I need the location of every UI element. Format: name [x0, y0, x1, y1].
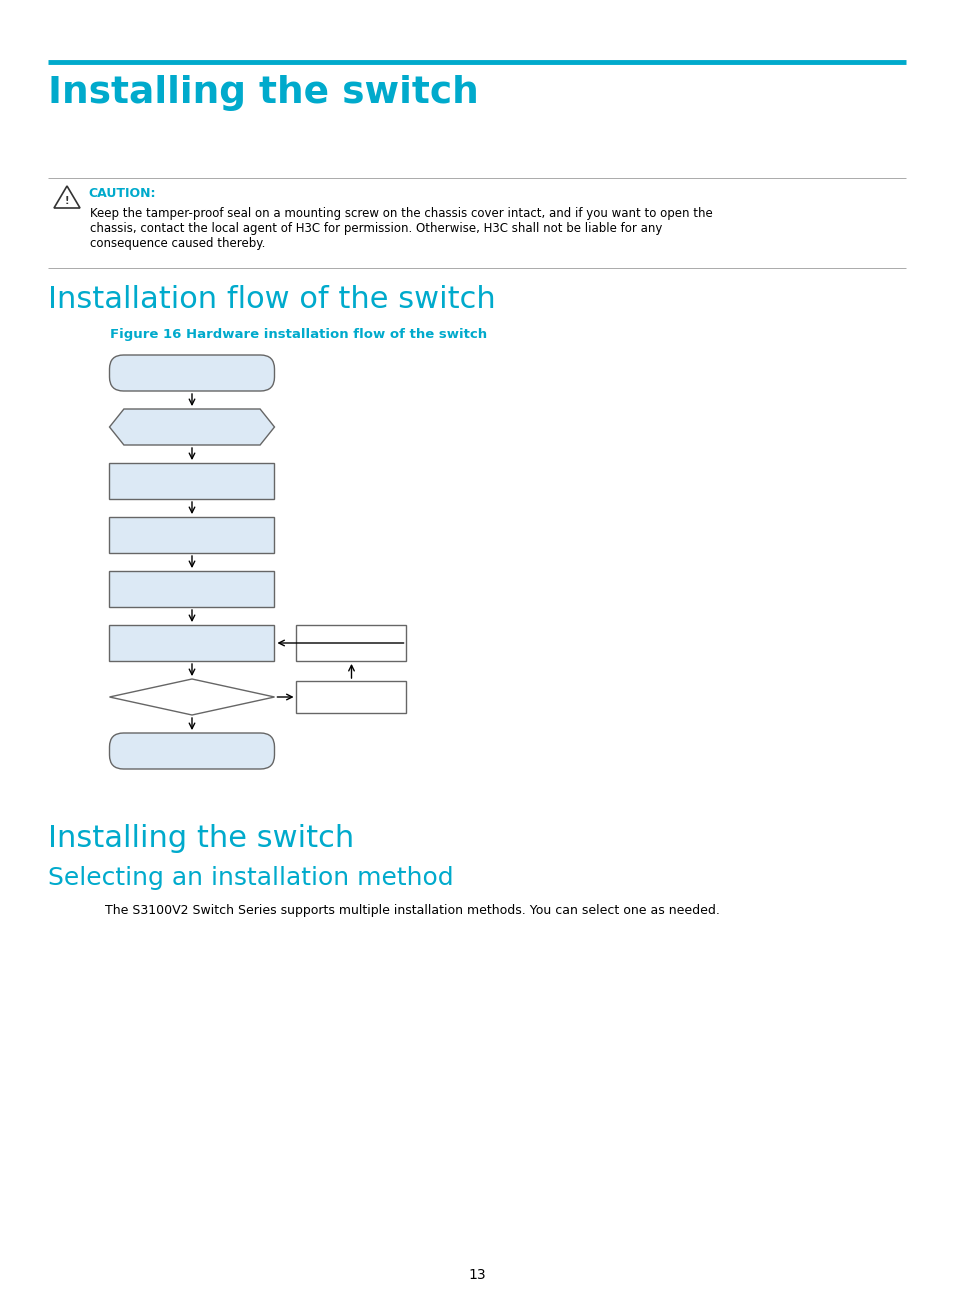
Bar: [296, 625, 406, 661]
Text: Installing the switch: Installing the switch: [48, 75, 478, 111]
Text: Installation flow of the switch: Installation flow of the switch: [48, 285, 496, 314]
FancyBboxPatch shape: [110, 734, 274, 769]
Text: consequence caused thereby.: consequence caused thereby.: [90, 237, 265, 250]
Polygon shape: [110, 679, 274, 715]
Text: Keep the tamper-proof seal on a mounting screw on the chassis cover intact, and : Keep the tamper-proof seal on a mounting…: [90, 207, 712, 220]
Text: The S3100V2 Switch Series supports multiple installation methods. You can select: The S3100V2 Switch Series supports multi…: [105, 905, 720, 918]
Text: chassis, contact the local agent of H3C for permission. Otherwise, H3C shall not: chassis, contact the local agent of H3C …: [90, 222, 661, 235]
Text: CAUTION:: CAUTION:: [88, 187, 155, 200]
Bar: [296, 680, 406, 713]
Text: Installing the switch: Installing the switch: [48, 824, 354, 853]
FancyBboxPatch shape: [110, 355, 274, 391]
Text: !: !: [65, 196, 70, 206]
Text: Figure 16 Hardware installation flow of the switch: Figure 16 Hardware installation flow of …: [110, 328, 487, 341]
Text: 13: 13: [468, 1267, 485, 1282]
Text: Selecting an installation method: Selecting an installation method: [48, 866, 453, 890]
Bar: [110, 625, 274, 661]
Bar: [110, 463, 274, 499]
Bar: [110, 572, 274, 607]
Bar: [110, 517, 274, 553]
Polygon shape: [110, 410, 274, 445]
